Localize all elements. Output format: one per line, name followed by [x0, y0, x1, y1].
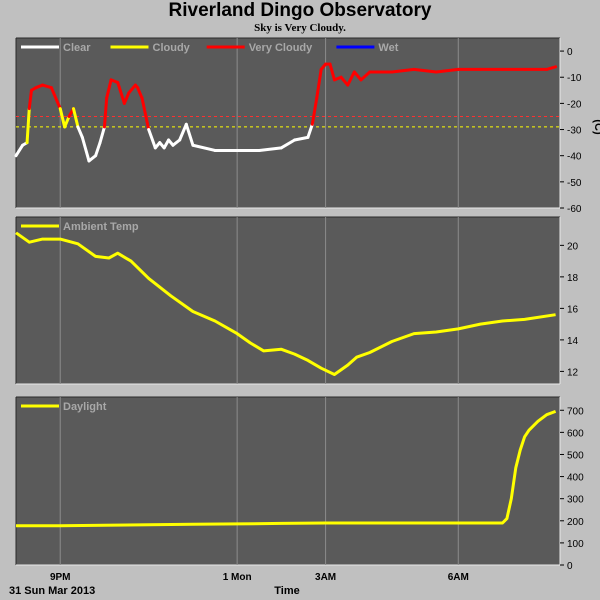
sky-series-segment — [58, 107, 67, 129]
page-subtitle: Sky is Very Cloudy. — [254, 22, 346, 34]
y-tick-label: 18 — [567, 273, 579, 284]
x-tick-label: 3AM — [315, 572, 336, 583]
x-tick-label: 6AM — [448, 572, 469, 583]
sky-series-segment — [63, 114, 71, 129]
sky-series-segment — [122, 91, 131, 105]
sky-series-segment — [279, 138, 297, 150]
y-tick-label: 700 — [567, 406, 584, 417]
sky-series-segment — [105, 78, 113, 100]
sky-series-segment — [25, 107, 31, 145]
sky-series-segment — [140, 96, 151, 132]
y-tick-label: 300 — [567, 495, 584, 506]
sky-series-segment — [71, 107, 80, 129]
x-axis-title: Time — [274, 585, 299, 597]
legend-label: Ambient Temp — [63, 221, 139, 233]
y-tick-label: 500 — [567, 450, 584, 461]
sky-series-segment — [310, 96, 319, 126]
sky-series-segment — [49, 86, 62, 111]
sky-series-segment — [191, 143, 217, 152]
y-tick-label: -30 — [567, 126, 582, 137]
sky-series-segment — [94, 141, 102, 158]
sky-series-segment — [293, 135, 310, 142]
y-tick-label: 600 — [567, 428, 584, 439]
y-tick-label: 100 — [567, 539, 584, 550]
y-tick-label: 400 — [567, 473, 584, 484]
legend-label: Daylight — [63, 401, 107, 413]
y-tick-label: 14 — [567, 336, 579, 347]
sky-series-segment — [346, 70, 356, 87]
page-title: Riverland Dingo Observatory — [168, 0, 432, 21]
sky-series-segment — [328, 62, 336, 82]
footer-date: 31 Sun Mar 2013 — [9, 585, 95, 597]
y-tick-label: -20 — [567, 99, 582, 110]
sky-series-segment — [147, 128, 157, 150]
y-tick-label: -40 — [567, 152, 582, 163]
sky-series-segment — [434, 67, 460, 74]
x-tick-label: 9PM — [50, 572, 71, 583]
sky-series-segment — [178, 122, 188, 142]
sky-series-segment — [390, 67, 416, 74]
legend-label: Clear — [63, 42, 91, 54]
y-tick-label: 0 — [567, 47, 573, 58]
panel-ambient: 12 14 16 18 20 Ambient Temp — [15, 216, 579, 385]
y-tick-label: -50 — [567, 178, 582, 189]
y-tick-label: -60 — [567, 204, 582, 215]
sky-series-segment — [412, 67, 438, 74]
sky-series-segment — [41, 83, 53, 90]
sky-series-segment — [257, 146, 283, 152]
sky-series-segment — [127, 83, 137, 95]
legend-label: Wet — [378, 42, 398, 54]
y-tick-label: 16 — [567, 304, 579, 315]
sky-series-segment — [76, 125, 84, 139]
plot-area — [16, 397, 560, 565]
sky-series-segment — [102, 96, 109, 129]
sky-series-segment — [352, 70, 363, 82]
legend-label: Very Cloudy — [249, 42, 313, 54]
sky-series-segment — [80, 135, 91, 163]
sky-series-segment — [136, 86, 144, 100]
y-tick-label: 200 — [567, 517, 584, 528]
y-axis-unit: (C) — [592, 119, 600, 135]
panel-sky: 0 -10 -20 -30 -40 -50 -60 (C) Clear Cloudy Very Cl… — [14, 37, 600, 215]
panel-daylight: 0 100 200 300 400 500 600 700 Daylight — [15, 396, 584, 572]
y-tick-label: 0 — [567, 561, 573, 572]
sky-series-segment — [545, 65, 558, 71]
sky-series-segment — [14, 143, 25, 158]
plot-area — [16, 38, 560, 208]
sky-series-segment — [98, 125, 106, 145]
daylight-series-line — [16, 409, 557, 528]
y-tick-label: 12 — [567, 367, 579, 378]
y-tick-label: 20 — [567, 241, 579, 252]
y-tick-label: -10 — [567, 73, 582, 84]
legend-label: Cloudy — [153, 42, 191, 54]
sky-series-segment — [359, 70, 372, 82]
sky-series-segment — [339, 75, 350, 87]
sky-series-segment — [184, 122, 195, 147]
sky-series-segment — [27, 88, 33, 111]
sky-series-segment — [315, 67, 323, 100]
sky-series-segment — [116, 80, 126, 105]
sky-series-segment — [306, 122, 314, 139]
x-tick-label: 1 Mon — [223, 572, 252, 583]
ambient-series-line — [15, 231, 556, 376]
plot-area — [16, 217, 560, 384]
